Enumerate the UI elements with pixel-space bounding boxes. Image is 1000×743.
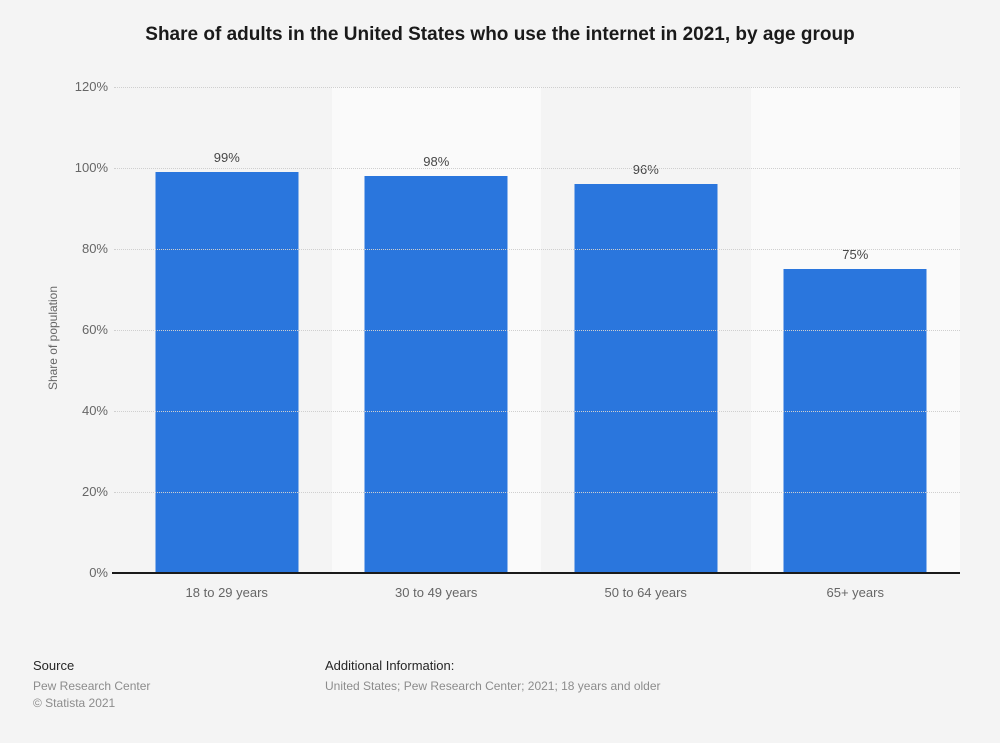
bar: [783, 269, 927, 573]
gridline: [114, 330, 960, 331]
additional-info-text: United States; Pew Research Center; 2021…: [325, 679, 661, 693]
y-axis-tick-label: 0%: [89, 565, 108, 580]
bar-value-label: 98%: [423, 154, 450, 170]
gridline: [114, 411, 960, 412]
y-axis-tick-label: 120%: [74, 79, 108, 94]
source-line: Pew Research Center: [33, 679, 151, 693]
bar-value-label: 96%: [632, 162, 659, 178]
gridline: [114, 249, 960, 250]
bar: [574, 184, 718, 573]
plot-area: 99% 98% 96% 75%: [114, 87, 960, 573]
chart-title: Share of adults in the United States who…: [145, 24, 855, 45]
copyright-line: © Statista 2021: [33, 696, 116, 710]
x-axis-labels: 18 to 29 years 30 to 49 years 50 to 64 yea…: [122, 585, 960, 600]
y-axis-tick-label: 80%: [81, 241, 108, 256]
y-axis-tick-label: 100%: [74, 160, 108, 175]
bar: [364, 176, 508, 573]
x-axis-label: 65+ years: [826, 585, 884, 600]
y-axis-tick-label: 40%: [81, 403, 108, 418]
additional-info-block: Additional Information: United States; P…: [325, 658, 661, 695]
gridline: [114, 168, 960, 169]
bar-value-label: 75%: [842, 247, 869, 263]
bar-value-label: 99%: [213, 150, 240, 166]
additional-info-label: Additional Information:: [325, 658, 455, 673]
gridline: [114, 87, 960, 88]
x-axis-label: 50 to 64 years: [604, 585, 687, 600]
x-axis-line: [112, 572, 960, 574]
y-axis-tick-label: 60%: [81, 322, 108, 337]
y-axis-title: Share of population: [46, 285, 60, 391]
y-axis-tick-label: 20%: [81, 484, 108, 499]
bar: [155, 172, 299, 573]
x-axis-label: 18 to 29 years: [185, 585, 268, 600]
gridline: [114, 492, 960, 493]
source-block: Source Pew Research Center © Statista 20…: [33, 658, 150, 712]
source-label: Source: [33, 658, 75, 673]
x-axis-label: 30 to 49 years: [395, 585, 478, 600]
category-band: 99%: [122, 87, 332, 573]
